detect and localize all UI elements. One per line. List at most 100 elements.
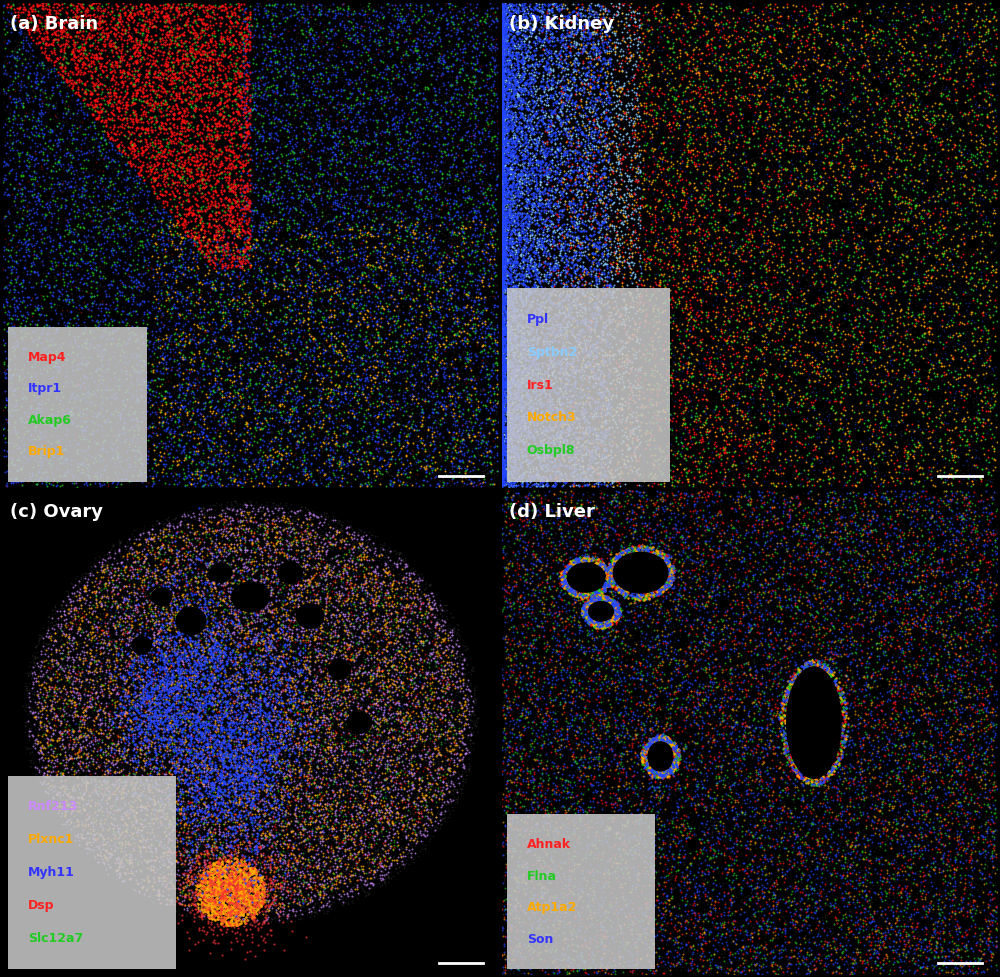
Point (123, 632, 139, 648)
Point (403, 739, 419, 754)
Point (234, 851, 250, 867)
Point (666, 319, 682, 335)
Point (210, 872, 226, 888)
Point (779, 640, 795, 656)
Point (628, 361, 644, 376)
Point (446, 620, 462, 636)
Point (584, 501, 600, 517)
Point (527, 259, 543, 275)
Point (421, 820, 437, 835)
Point (745, 746, 761, 762)
Point (40, 12, 56, 27)
Point (417, 732, 433, 747)
Point (209, 874, 225, 890)
Point (365, 788, 381, 804)
Point (231, 147, 247, 162)
Point (441, 333, 457, 349)
Point (494, 231, 510, 246)
Point (369, 399, 385, 414)
Point (313, 122, 329, 138)
Point (444, 299, 460, 315)
Point (574, 151, 590, 167)
Point (725, 700, 741, 715)
Point (224, 698, 240, 713)
Point (376, 873, 392, 889)
Point (940, 717, 956, 733)
Point (603, 244, 619, 260)
Point (219, 359, 235, 374)
Point (504, 394, 520, 409)
Point (555, 278, 571, 294)
Point (79, 826, 95, 841)
Point (728, 540, 744, 556)
Point (337, 842, 353, 858)
Point (781, 680, 797, 696)
Point (116, 561, 132, 576)
Point (41, 628, 57, 644)
Point (465, 210, 481, 226)
Point (927, 194, 943, 210)
Point (304, 475, 320, 490)
Point (60, 664, 76, 680)
Point (645, 311, 661, 326)
Point (284, 741, 300, 756)
Point (355, 549, 371, 565)
Point (879, 737, 895, 752)
Point (539, 224, 555, 239)
Point (824, 754, 840, 770)
Point (382, 319, 398, 335)
Point (345, 363, 361, 379)
Point (302, 878, 318, 894)
Point (331, 880, 347, 896)
Point (519, 278, 535, 294)
Point (654, 42, 670, 58)
Point (636, 137, 652, 152)
Point (456, 172, 472, 188)
Point (869, 937, 885, 953)
Point (170, 43, 186, 59)
Point (967, 96, 983, 111)
Point (708, 15, 724, 30)
Point (674, 799, 690, 815)
Point (564, 158, 580, 174)
Point (151, 388, 167, 404)
Point (31, 145, 47, 160)
Point (511, 20, 527, 35)
Point (501, 840, 517, 856)
Point (372, 860, 388, 875)
Point (180, 517, 196, 532)
Point (560, 367, 576, 383)
Point (748, 744, 764, 760)
Point (538, 926, 554, 942)
Point (232, 828, 248, 844)
Point (501, 0, 517, 13)
Point (338, 757, 354, 773)
Point (817, 772, 833, 787)
Point (853, 43, 869, 59)
Point (447, 366, 463, 382)
Point (237, 605, 253, 620)
Point (689, 736, 705, 751)
Point (649, 0, 665, 13)
Point (19, 87, 35, 103)
Point (239, 579, 255, 595)
Point (908, 39, 924, 55)
Point (329, 861, 345, 876)
Point (610, 274, 626, 289)
Point (334, 136, 350, 151)
Point (590, 582, 606, 598)
Point (571, 548, 587, 564)
Point (623, 690, 639, 705)
Point (280, 752, 296, 768)
Point (775, 723, 791, 739)
Point (932, 436, 948, 451)
Point (559, 718, 575, 734)
Point (647, 230, 663, 245)
Point (87, 831, 103, 847)
Point (323, 182, 339, 197)
Point (245, 770, 261, 786)
Point (500, 198, 516, 214)
Point (155, 46, 171, 62)
Point (608, 567, 624, 582)
Point (54, 751, 70, 767)
